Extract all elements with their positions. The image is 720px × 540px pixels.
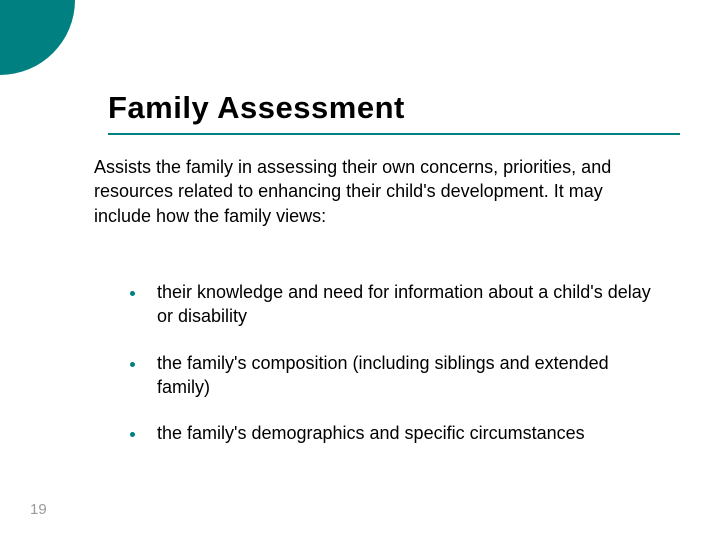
title-underline xyxy=(108,133,680,135)
intro-paragraph: Assists the family in assessing their ow… xyxy=(94,155,664,228)
slide: Family Assessment Assists the family in … xyxy=(0,0,720,540)
bullet-text: their knowledge and need for information… xyxy=(157,280,660,329)
list-item: the family's composition (including sibl… xyxy=(130,351,660,400)
bullet-icon xyxy=(130,362,135,367)
bullet-text: the family's demographics and specific c… xyxy=(157,421,585,445)
bullet-icon xyxy=(130,291,135,296)
bullet-list: their knowledge and need for information… xyxy=(130,280,660,467)
page-number: 19 xyxy=(30,501,47,518)
list-item: their knowledge and need for information… xyxy=(130,280,660,329)
bullet-icon xyxy=(130,432,135,437)
corner-circle-decoration xyxy=(0,0,75,75)
slide-title: Family Assessment xyxy=(108,90,405,126)
bullet-text: the family's composition (including sibl… xyxy=(157,351,660,400)
list-item: the family's demographics and specific c… xyxy=(130,421,660,445)
